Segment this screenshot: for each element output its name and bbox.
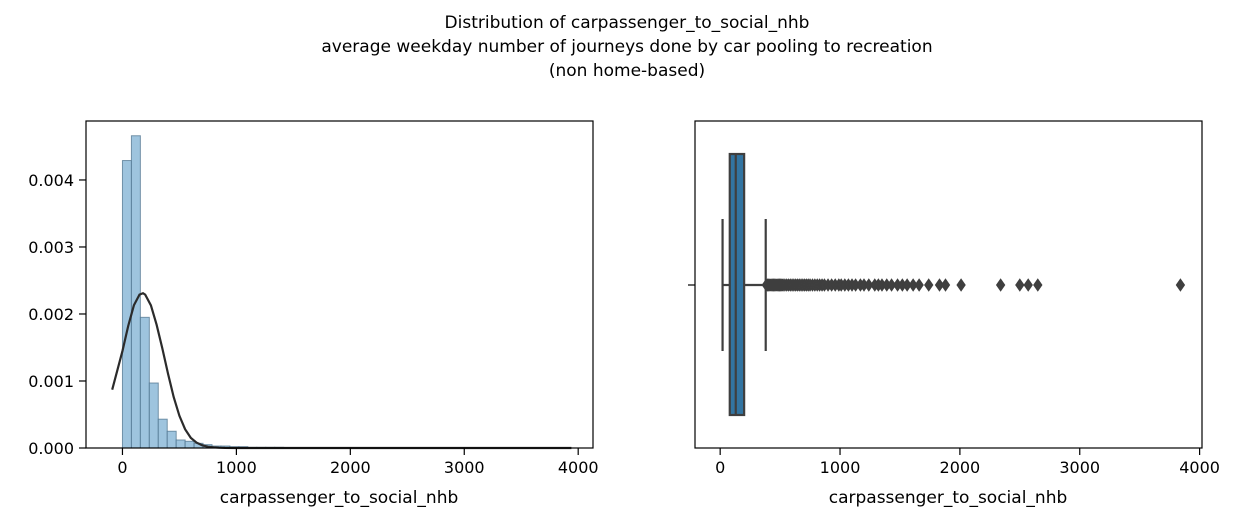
histogram-panel: 0 1000 2000 3000 4000 0.0000.0010.0020.0030.… [28, 120, 599, 508]
outlier-point [1015, 278, 1025, 292]
histogram-bar [175, 439, 186, 449]
x-tick-label: 4000 [1179, 458, 1220, 477]
boxplot-box [721, 152, 767, 417]
histogram-y-ticks: 0.000 0.001 0.002 0.003 0.004 [28, 171, 86, 458]
histogram-bar [139, 316, 150, 449]
histogram-bars [121, 135, 571, 449]
y-tick-label: 0.003 [28, 238, 74, 257]
iqr-box [728, 152, 746, 417]
histogram-x-ticks: 0 1000 2000 3000 4000 [117, 448, 599, 477]
histogram-axes-frame [85, 120, 594, 449]
boxplot-outliers [761, 278, 1186, 292]
x-tick-label: 3000 [444, 458, 485, 477]
suptitle-line-2: average weekday number of journeys done … [321, 37, 932, 57]
y-tick-label: 0.004 [28, 171, 74, 190]
outlier-point [940, 278, 951, 292]
histogram-bar [184, 440, 195, 449]
histogram-bar [148, 382, 159, 449]
outlier-point [995, 278, 1006, 292]
y-tick-label: 0.000 [28, 439, 74, 458]
outlier-point [1175, 278, 1186, 292]
x-tick-label: 1000 [820, 458, 861, 477]
x-tick-label: 4000 [558, 458, 599, 477]
y-tick-label: 0.001 [28, 372, 74, 391]
boxplot-x-ticks: 0 1000 2000 3000 4000 [715, 448, 1220, 477]
outlier-point [924, 278, 934, 292]
x-tick-label: 2000 [330, 458, 371, 477]
outlier-point [956, 278, 966, 292]
outlier-point [914, 278, 924, 292]
histogram-x-label: carpassenger_to_social_nhb [220, 488, 459, 508]
suptitle-line-3: (non home-based) [549, 61, 705, 81]
suptitle-line-1: Distribution of carpassenger_to_social_n… [445, 13, 810, 33]
x-tick-label: 3000 [1059, 458, 1100, 477]
histogram-bar [130, 135, 141, 449]
x-tick-label: 1000 [216, 458, 257, 477]
x-tick-label: 2000 [940, 458, 981, 477]
y-tick-label: 0.002 [28, 305, 74, 324]
x-tick-label: 0 [117, 458, 127, 477]
boxplot-x-label: carpassenger_to_social_nhb [829, 488, 1068, 508]
x-tick-label: 0 [715, 458, 725, 477]
histogram-bar [157, 418, 168, 449]
histogram-bar [166, 430, 177, 449]
outlier-point [1023, 278, 1033, 292]
kde-curve [111, 291, 572, 450]
histogram-bar [121, 160, 132, 449]
outlier-point [1033, 278, 1043, 292]
boxplot-panel: 0 1000 2000 3000 4000 carpassenger_to_social… [688, 120, 1220, 508]
